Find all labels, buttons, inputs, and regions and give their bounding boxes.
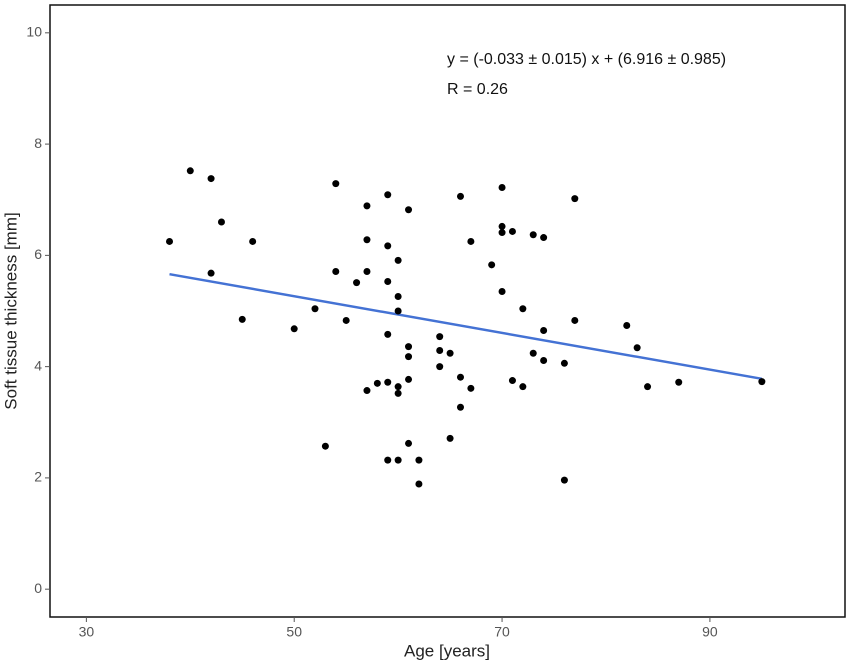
point	[207, 269, 215, 277]
point	[394, 389, 402, 397]
point	[384, 456, 392, 464]
point	[623, 321, 631, 329]
point	[529, 231, 537, 239]
point	[405, 375, 413, 383]
point	[384, 330, 392, 338]
point	[498, 183, 506, 191]
r-value: R = 0.26	[447, 81, 508, 98]
point	[394, 293, 402, 301]
point	[540, 357, 548, 365]
point	[488, 261, 496, 269]
point	[529, 349, 537, 357]
point	[436, 333, 444, 341]
point	[540, 234, 548, 242]
point	[394, 456, 402, 464]
point	[342, 316, 350, 324]
point	[311, 305, 319, 313]
point	[363, 387, 371, 395]
point	[540, 326, 548, 334]
point	[238, 315, 246, 323]
point	[436, 347, 444, 355]
point	[405, 206, 413, 214]
point	[498, 222, 506, 230]
x-tick-label: 70	[494, 624, 510, 640]
point	[217, 218, 225, 226]
y-tick-label: 6	[34, 246, 42, 262]
point	[363, 202, 371, 210]
point	[758, 378, 766, 386]
point	[166, 237, 174, 245]
point	[456, 192, 464, 200]
point	[290, 325, 298, 333]
point	[415, 456, 423, 464]
point	[560, 476, 568, 484]
point	[321, 442, 329, 450]
point	[508, 377, 516, 385]
point	[394, 256, 402, 264]
x-tick-label: 30	[79, 624, 95, 640]
point	[436, 363, 444, 371]
point	[508, 227, 516, 235]
point	[207, 175, 215, 183]
point	[456, 403, 464, 411]
point	[384, 278, 392, 286]
point	[446, 349, 454, 357]
y-axis-label: Soft tissue thickness [mm]	[1, 212, 20, 409]
point	[675, 378, 683, 386]
y-tick-label: 2	[34, 469, 42, 485]
point	[571, 316, 579, 324]
point	[384, 191, 392, 199]
x-tick-label: 50	[286, 624, 302, 640]
y-tick-label: 4	[34, 357, 42, 373]
point	[519, 305, 527, 313]
equation: y = (-0.033 ± 0.015) x + (6.916 ± 0.985)	[447, 51, 726, 68]
point	[373, 379, 381, 387]
y-tick-label: 10	[26, 24, 42, 40]
point	[249, 237, 257, 245]
y-tick-label: 8	[34, 135, 42, 151]
point	[571, 195, 579, 203]
point	[405, 439, 413, 447]
fit-line	[169, 272, 763, 381]
point	[446, 434, 454, 442]
point	[519, 383, 527, 391]
point	[456, 373, 464, 381]
point	[363, 236, 371, 244]
point	[405, 353, 413, 361]
x-axis-label: Age [years]	[404, 641, 490, 660]
point	[560, 359, 568, 367]
point	[332, 180, 340, 188]
y-tick-label: 0	[34, 580, 42, 596]
point	[384, 242, 392, 250]
point	[394, 383, 402, 391]
point	[363, 267, 371, 275]
point	[498, 288, 506, 296]
point	[186, 167, 194, 175]
point	[498, 229, 506, 237]
point	[332, 267, 340, 275]
point	[384, 378, 392, 386]
point	[644, 383, 652, 391]
point	[415, 480, 423, 488]
point	[633, 344, 641, 352]
plot-frame	[49, 4, 846, 618]
point	[405, 343, 413, 351]
point	[394, 307, 402, 315]
point	[353, 279, 361, 287]
x-tick-label: 90	[702, 624, 718, 640]
point	[467, 237, 475, 245]
point	[467, 384, 475, 392]
